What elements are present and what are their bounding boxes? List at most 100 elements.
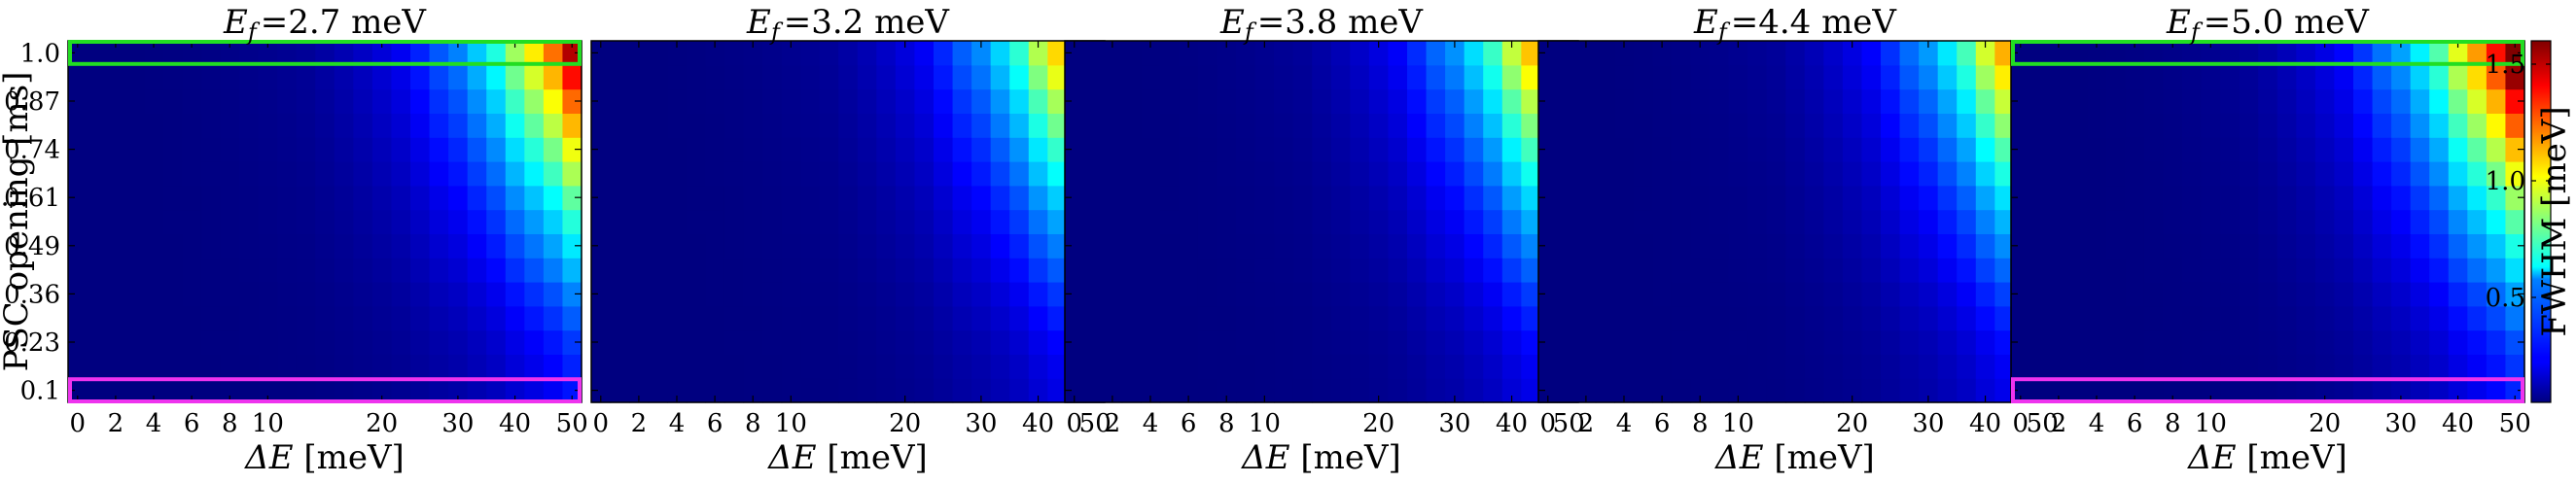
heatmap-cell — [1141, 161, 1161, 187]
heatmap-cell — [353, 64, 373, 90]
heatmap-cell — [1083, 88, 1104, 114]
heatmap-cell — [182, 209, 202, 234]
heatmap-cell — [2011, 378, 2031, 403]
heatmap-cell — [648, 305, 668, 331]
heatmap-cell — [1975, 64, 1995, 90]
heatmap-cell — [182, 113, 202, 138]
heatmap-cell — [1823, 354, 1844, 379]
heatmap-cell — [2505, 209, 2525, 234]
heatmap-cell — [1368, 137, 1390, 162]
heatmap-cell — [68, 329, 88, 355]
heatmap-cell — [2467, 185, 2488, 211]
heatmap-cell — [2049, 233, 2069, 259]
heatmap-cell — [2296, 233, 2316, 259]
heatmap-cell — [562, 137, 582, 162]
heatmap-cell — [1217, 113, 1237, 138]
heatmap-cell — [315, 137, 335, 162]
heatmap-cell — [1083, 258, 1104, 283]
heatmap-cell — [1350, 185, 1370, 211]
heatmap-cell — [2314, 113, 2336, 138]
heatmap-cell — [629, 233, 650, 259]
heatmap-cell — [2296, 64, 2316, 90]
heatmap-cell — [106, 41, 126, 66]
heatmap-cell — [1842, 305, 1863, 331]
heatmap-cell — [857, 282, 877, 307]
heatmap-cell — [2353, 113, 2374, 138]
heatmap-cell — [1103, 88, 1123, 114]
heatmap-cell — [1861, 41, 1882, 66]
heatmap-cell — [1407, 64, 1428, 90]
heatmap-cell — [2486, 161, 2507, 187]
heatmap-cell — [1557, 233, 1577, 259]
heatmap-cell — [2467, 113, 2488, 138]
heatmap-cell — [1919, 88, 1939, 114]
heatmap-cell — [2486, 282, 2507, 307]
heatmap-cell — [1957, 161, 1977, 187]
heatmap-cell — [87, 329, 107, 355]
heatmap-cell — [87, 258, 107, 283]
heatmap-cell — [971, 209, 992, 234]
heatmap-cell — [524, 161, 545, 187]
heatmap-cell — [1576, 329, 1597, 355]
heatmap-cell — [1141, 329, 1161, 355]
heatmap-cell — [1557, 258, 1577, 283]
heatmap-cell — [2067, 88, 2088, 114]
heatmap-cell — [1614, 329, 1635, 355]
heatmap-cell — [2087, 282, 2107, 307]
heatmap-cell — [220, 209, 240, 234]
heatmap-cell — [2105, 41, 2126, 66]
heatmap-cell — [952, 113, 972, 138]
heatmap-cell — [1728, 305, 1748, 331]
heatmap-cell — [1994, 64, 2015, 90]
heatmap-cell — [1368, 233, 1390, 259]
heatmap-cell — [1521, 329, 1541, 355]
heatmap-cell — [1236, 258, 1256, 283]
heatmap-cell — [1009, 354, 1030, 379]
x-tick-label: 40 — [1022, 409, 1054, 438]
heatmap-cell — [162, 113, 183, 138]
heatmap-cell — [1407, 329, 1428, 355]
heatmap-cell — [971, 329, 992, 355]
heatmap-cell — [239, 258, 260, 283]
heatmap-cell — [1388, 378, 1408, 403]
heatmap-cell — [1595, 354, 1615, 379]
heatmap-cell — [838, 113, 859, 138]
heatmap-cell — [162, 233, 183, 259]
heatmap-cell — [1028, 305, 1048, 331]
heatmap-cell — [2429, 41, 2450, 66]
heatmap-cell — [2105, 378, 2126, 403]
heatmap-cell — [144, 88, 164, 114]
heatmap-cell — [800, 209, 821, 234]
heatmap-cell — [1710, 305, 1730, 331]
heatmap-cell — [1197, 233, 1218, 259]
heatmap-cell — [410, 41, 431, 66]
heatmap-cell — [1937, 64, 1958, 90]
heatmap-cell — [2467, 209, 2488, 234]
heatmap-cell — [562, 209, 582, 234]
heatmap-cell — [667, 378, 688, 403]
heatmap-cell — [2486, 64, 2507, 90]
heatmap-cell — [562, 378, 582, 403]
heatmap-cell — [239, 88, 260, 114]
heatmap-cell — [1861, 64, 1882, 90]
x-tick-label: 20 — [2309, 409, 2341, 438]
heatmap-cell — [200, 113, 222, 138]
heatmap-cell — [2049, 258, 2069, 283]
heatmap-cell — [1899, 161, 1920, 187]
heatmap-cell — [723, 113, 745, 138]
x-tick-label: 0 — [1067, 409, 1083, 438]
heatmap-cell — [562, 64, 582, 90]
heatmap-cell — [1103, 209, 1123, 234]
heatmap-cell — [1919, 137, 1939, 162]
heatmap-cell — [876, 329, 897, 355]
heatmap-cell — [239, 354, 260, 379]
heatmap-cell — [448, 209, 469, 234]
heatmap-cell — [1083, 233, 1104, 259]
heatmap-cell — [1179, 329, 1199, 355]
heatmap-cell — [239, 282, 260, 307]
heatmap-cell — [2314, 41, 2336, 66]
heatmap-cell — [1388, 305, 1408, 331]
heatmap-cell — [819, 64, 839, 90]
heatmap-cell — [2372, 113, 2392, 138]
x-tick-label: 2 — [631, 409, 648, 438]
